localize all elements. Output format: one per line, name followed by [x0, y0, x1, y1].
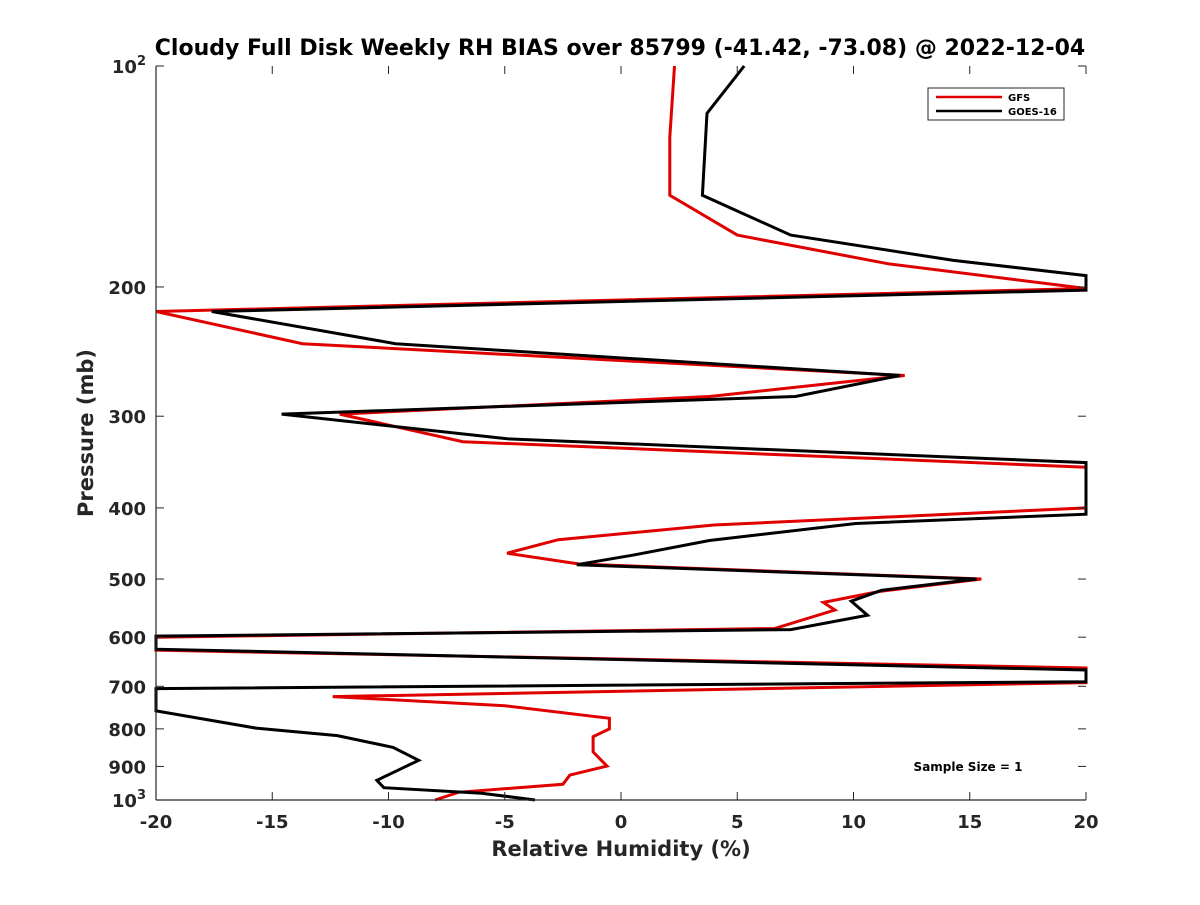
x-tick-label: 15 — [957, 812, 982, 833]
y-axis-label: Pressure (mb) — [74, 349, 98, 517]
legend-label-gfs: GFS — [1008, 93, 1030, 104]
legend-label-goes-16: GOES-16 — [1008, 107, 1057, 118]
y-tick-label: 900 — [108, 757, 146, 778]
y-axis-ticks: 102 200 300 400 500 600 700 800 900 103 — [108, 54, 1086, 812]
legend: GFS GOES-16 — [927, 87, 1065, 121]
plot-area — [154, 65, 1088, 802]
y-tick-label: 800 — [108, 720, 146, 741]
series-layer — [154, 65, 1088, 802]
y-tick-label: 500 — [108, 570, 146, 591]
y-tick-label: 102 — [112, 54, 146, 78]
x-tick-label: -5 — [495, 812, 515, 833]
x-tick-label: 5 — [731, 812, 744, 833]
series-line-goes-16 — [154, 65, 1088, 802]
x-tick-label: -20 — [140, 812, 173, 833]
y-tick-label: 700 — [108, 677, 146, 698]
x-tick-label: 10 — [841, 812, 866, 833]
x-tick-label: -15 — [256, 812, 289, 833]
y-tick-label: 600 — [108, 628, 146, 649]
y-tick-label: 400 — [108, 499, 146, 520]
x-tick-label: -10 — [372, 812, 405, 833]
y-tick-label: 103 — [112, 788, 146, 812]
y-tick-label: 300 — [108, 407, 146, 428]
x-axis-label: Relative Humidity (%) — [491, 837, 750, 861]
y-tick-label: 200 — [108, 278, 146, 299]
chart-title: Cloudy Full Disk Weekly RH BIAS over 857… — [155, 36, 1085, 61]
x-axis-ticks: -20 -15 -10 -5 0 5 10 15 20 — [140, 66, 1099, 833]
plot-background — [156, 66, 1086, 800]
x-tick-label: 20 — [1073, 812, 1098, 833]
sample-size-annotation: Sample Size = 1 — [914, 760, 1023, 774]
x-tick-label: 0 — [615, 812, 628, 833]
legend-box — [927, 87, 1065, 121]
